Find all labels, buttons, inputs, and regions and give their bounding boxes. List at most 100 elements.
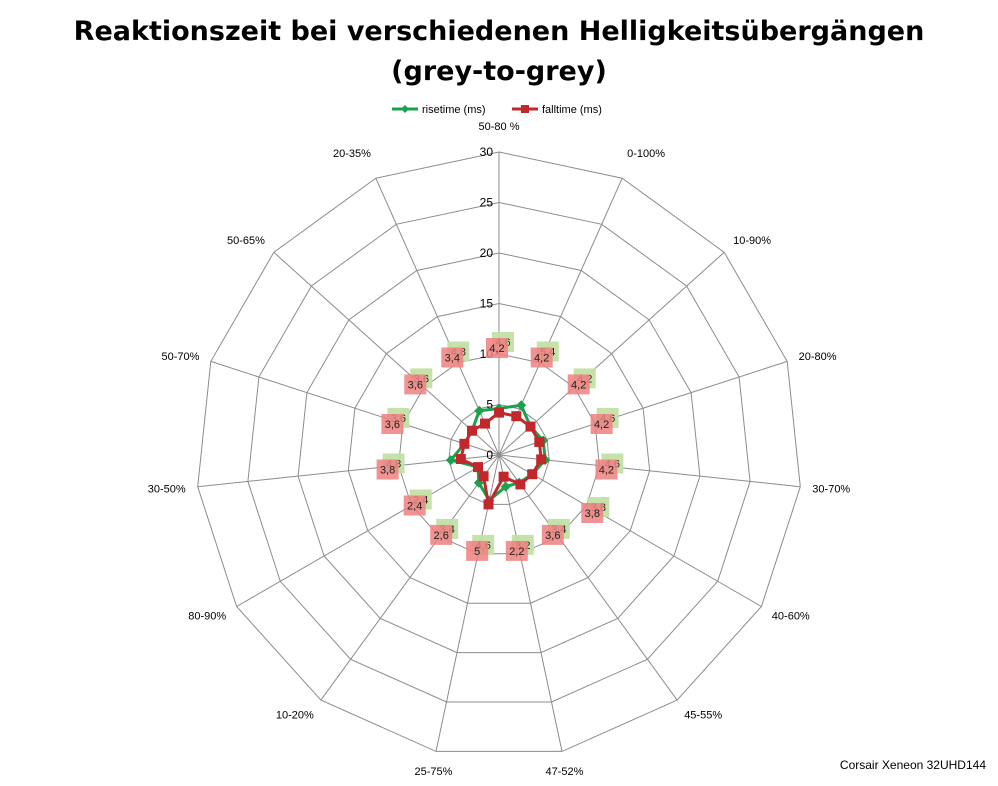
data-label: 4,2: [590, 414, 613, 434]
data-label: 3,6: [541, 524, 564, 545]
category-label: 47-52%: [546, 766, 584, 778]
category-label: 25-75%: [415, 766, 453, 778]
data-point: [500, 481, 511, 492]
data-label: 2,6: [430, 524, 453, 545]
category-label: 80-90%: [188, 611, 226, 623]
grid-ring-0: [448, 403, 550, 505]
category-label: 20-80%: [799, 351, 837, 363]
category-label: 40-60%: [772, 611, 810, 623]
grid-ring-4: [247, 201, 751, 703]
spoke-2: [498, 251, 725, 456]
legend-item-0: risetime (ms): [392, 104, 486, 116]
spoke-1: [498, 177, 623, 456]
data-label: 4,2: [530, 347, 553, 368]
tick-label: 5: [486, 398, 493, 412]
spoke-5: [498, 454, 762, 607]
chart-title-line-2: (grey-to-grey): [391, 56, 607, 87]
data-label-text: 3,6: [385, 419, 400, 431]
tick-label: 15: [480, 297, 494, 311]
data-label-box: [376, 459, 399, 480]
data-point: [511, 411, 522, 422]
data-point: [445, 455, 456, 466]
radar-grid: [197, 151, 801, 752]
data-label: 3,6: [381, 414, 404, 434]
data-label-text: 3,8: [380, 465, 395, 477]
data-point: [498, 471, 509, 482]
data-label-text: 4,2: [571, 379, 586, 391]
legend-marker: [521, 105, 529, 113]
data-labels: 4,65,44,24,64,63,83,43,24,63,42,44,83,63…: [376, 332, 624, 561]
category-label: 0-100%: [627, 148, 665, 160]
data-label-box: [466, 540, 489, 561]
data-label-box: [567, 374, 590, 395]
data-point: [534, 436, 545, 447]
grid-ring-3: [297, 252, 701, 654]
grid-ring-2: [347, 302, 651, 604]
data-point: [455, 454, 466, 464]
data-label: 5: [466, 540, 489, 561]
tick-label: 0: [486, 448, 493, 462]
data-point: [459, 438, 470, 449]
data-point: [473, 462, 483, 473]
data-label-box: [581, 503, 604, 523]
spoke-13: [273, 251, 500, 456]
tick-labels: 051015202530: [480, 145, 494, 462]
data-point: [536, 454, 547, 465]
legend-label: falltime (ms): [542, 104, 602, 116]
data-point: [474, 405, 485, 416]
data-point: [515, 479, 526, 490]
data-label-text: 4,2: [489, 343, 504, 355]
series-line: [459, 411, 543, 506]
data-label-text: 2,4: [407, 501, 422, 513]
category-label: 30-50%: [148, 484, 186, 496]
data-label-text: 4,2: [594, 419, 609, 431]
category-label: 50-70%: [161, 351, 199, 363]
legend-item-1: falltime (ms): [512, 104, 602, 116]
data-point: [478, 471, 489, 482]
tick-label: 30: [480, 145, 494, 159]
data-label-box: [505, 540, 528, 561]
data-label-box: [404, 374, 427, 395]
series-layer: [445, 400, 551, 510]
category-labels: 50-80 % 0-100% 10-90% 20-80% 30-70% 40-60% 45-…: [148, 121, 851, 778]
legend-label: risetime (ms): [422, 104, 486, 116]
data-label-box: [590, 414, 613, 434]
data-label-text: 2,6: [434, 530, 449, 542]
data-label-box: [595, 459, 618, 480]
data-label-box: [381, 414, 404, 434]
data-label: 3,4: [441, 347, 464, 368]
spoke-7: [498, 454, 563, 752]
data-label-text: 2,2: [509, 546, 524, 558]
data-label-text: 4,2: [534, 353, 549, 365]
grid-ring-1: [398, 353, 600, 555]
legend: risetime (ms) falltime (ms): [392, 104, 602, 116]
data-point: [483, 499, 494, 510]
spoke-6: [498, 454, 678, 701]
tick-label: 25: [480, 196, 494, 210]
data-label-text: 3,4: [445, 353, 460, 365]
data-label-text: 4,2: [599, 465, 614, 477]
data-label: 4,2: [567, 374, 590, 395]
data-label: 4,2: [486, 338, 508, 358]
watermark: Corsair Xeneon 32UHD144: [839, 758, 986, 772]
data-point: [494, 407, 504, 418]
data-label: 2,4: [403, 495, 426, 516]
data-label-box: [430, 524, 453, 545]
category-label: 10-20%: [276, 710, 314, 722]
data-label-text: 3,6: [545, 530, 560, 542]
category-label: 30-70%: [812, 484, 850, 496]
data-point: [527, 469, 538, 480]
category-label: 20-35%: [333, 148, 371, 160]
data-label-box: [441, 347, 464, 368]
category-label: 10-90%: [733, 235, 771, 247]
tick-label: 20: [480, 246, 494, 260]
data-label: 3,8: [376, 459, 399, 480]
chart-title: Reaktionszeit bei verschiedenen Helligke…: [0, 12, 998, 92]
spoke-12: [210, 360, 500, 456]
data-label: 3,6: [404, 374, 427, 395]
spoke-3: [498, 360, 788, 456]
category-label: 45-55%: [684, 710, 722, 722]
category-label: 50-80 %: [479, 121, 520, 133]
data-label: 2,2: [505, 540, 528, 561]
